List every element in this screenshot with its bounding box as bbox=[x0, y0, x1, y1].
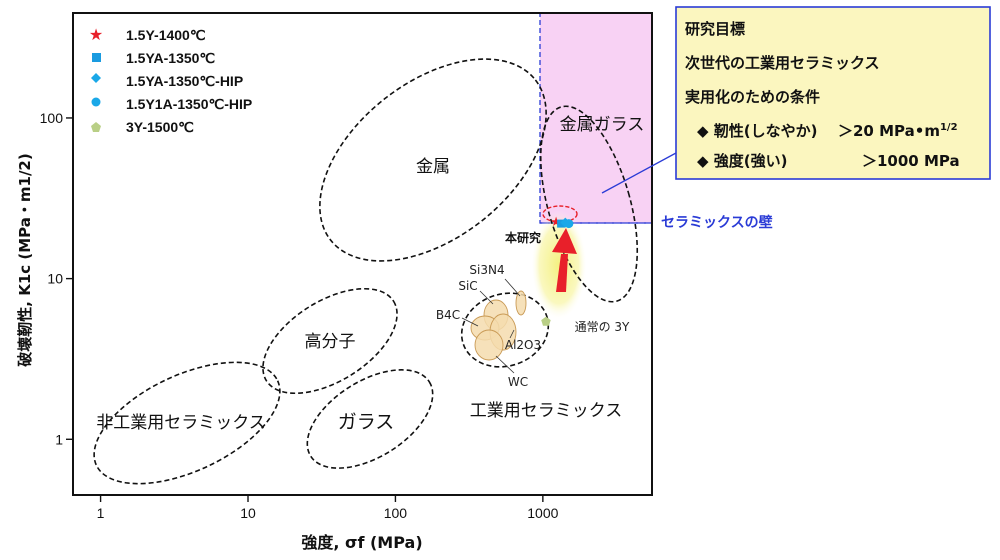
data-points: ★ bbox=[541, 215, 574, 326]
legend-label-3: 1.5YA-1350℃-HIP bbox=[126, 73, 243, 89]
label-al2o3: Al2O3 bbox=[505, 338, 541, 352]
label-metal: 金属 bbox=[416, 157, 450, 177]
label-this-study: 本研究 bbox=[505, 230, 541, 245]
plot-frame bbox=[72, 12, 653, 496]
y-tick-label: 10 bbox=[47, 271, 63, 287]
label-wc: WC bbox=[508, 375, 528, 389]
legend-label-4: 1.5Y1A-1350℃-HIP bbox=[126, 96, 252, 112]
legend-label-2: 1.5YA-1350℃ bbox=[126, 50, 215, 66]
glow bbox=[531, 210, 587, 320]
goal-item1-label: ◆ 靭性(しなやか) bbox=[697, 122, 817, 140]
y-axis-ticks: 1 10 100 bbox=[40, 110, 73, 447]
ceramic-blobs bbox=[470, 290, 527, 361]
legend: ★ 1.5Y-1400℃ 1.5YA-1350℃ 1.5YA-1350℃-HIP… bbox=[89, 25, 252, 135]
label-b4c: B4C bbox=[436, 308, 460, 322]
region-polymer bbox=[262, 287, 398, 395]
goal-line1: 次世代の工業用セラミックス bbox=[685, 54, 880, 72]
legend-marker-square bbox=[92, 53, 101, 62]
goal-item2-label: ◆ 強度(強い) bbox=[697, 152, 787, 170]
ceramic-leaders bbox=[461, 278, 521, 374]
blob-si3n4 bbox=[515, 290, 527, 316]
x-axis-label: 強度, σf (MPa) bbox=[301, 533, 422, 552]
data-point-star: ★ bbox=[550, 215, 562, 230]
x-axis-ticks: 1 10 100 1000 bbox=[97, 495, 559, 521]
legend-label-5: 3Y-1500℃ bbox=[126, 119, 194, 135]
region-industrial-ceramics bbox=[460, 292, 550, 368]
label-glass: ガラス bbox=[338, 411, 395, 433]
label-normal-3y: 通常の 3Y bbox=[575, 320, 630, 334]
improvement-arrow bbox=[552, 228, 577, 292]
label-industrial-ceramics: 工業用セラミックス bbox=[470, 401, 623, 421]
goal-title: 研究目標 bbox=[685, 20, 745, 38]
region-metal bbox=[319, 58, 547, 262]
label-ceramic-wall: セラミックスの壁 bbox=[661, 214, 773, 231]
y-tick-label: 1 bbox=[55, 431, 63, 447]
legend-marker-circle bbox=[91, 97, 101, 107]
data-point-square bbox=[557, 219, 566, 228]
blob-wc bbox=[474, 329, 504, 361]
goal-line2: 実用化のための条件 bbox=[685, 88, 820, 106]
data-point-pentagon bbox=[541, 316, 551, 326]
y-axis-label: 破壊靭性, K1c (MPa・m1/2) bbox=[16, 153, 34, 366]
label-sic: SiC bbox=[458, 279, 477, 293]
ceramic-labels: Si3N4 SiC B4C Al2O3 WC bbox=[436, 263, 541, 389]
region-labels: 非工業用セラミックス 高分子 ガラス 金属 金属ガラス 工業用セラミックス bbox=[96, 115, 644, 433]
y-axis-label-text: 破壊靭性, K1c (MPa・m1/2) bbox=[16, 153, 34, 366]
x-tick-label: 10 bbox=[240, 505, 256, 521]
legend-marker-pentagon bbox=[91, 122, 101, 132]
legend-label-1: 1.5Y-1400℃ bbox=[126, 27, 206, 43]
label-polymer: 高分子 bbox=[305, 332, 356, 352]
goal-item2-value: ＞1000 MPa bbox=[862, 152, 960, 170]
label-si3n4: Si3N4 bbox=[469, 263, 504, 277]
label-metallic-glass: 金属ガラス bbox=[560, 115, 645, 135]
legend-marker-star: ★ bbox=[89, 25, 103, 44]
y-tick-label: 100 bbox=[40, 110, 64, 126]
goal-box-frame bbox=[675, 6, 991, 180]
data-point-circle bbox=[564, 219, 574, 229]
region-metallic-glass bbox=[539, 105, 639, 303]
x-tick-label: 100 bbox=[384, 505, 408, 521]
goal-box: 研究目標 次世代の工業用セラミックス 実用化のための条件 ◆ 靭性(しなやか) … bbox=[675, 6, 991, 180]
x-tick-label: 1 bbox=[97, 505, 105, 521]
region-glass bbox=[306, 369, 434, 469]
legend-marker-diamond bbox=[91, 73, 101, 83]
x-tick-label: 1000 bbox=[527, 505, 558, 521]
goal-connector bbox=[601, 152, 677, 194]
target-region bbox=[539, 12, 653, 224]
label-non-industrial-ceramics: 非工業用セラミックス bbox=[96, 413, 266, 433]
goal-item1-value: ＞20 MPa•m1/2 bbox=[838, 122, 958, 140]
